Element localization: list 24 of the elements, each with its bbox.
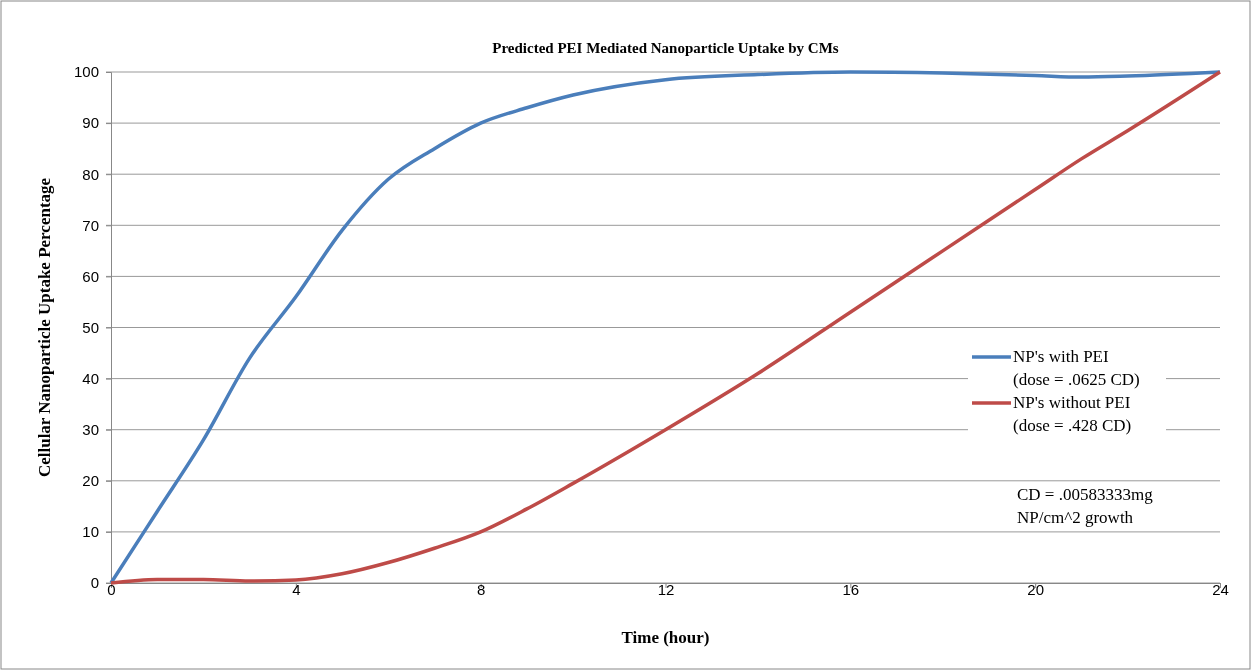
legend-label: NP's with PEI (dose = .0625 CD): [1013, 347, 1140, 389]
y-tick-label: 80: [82, 165, 99, 183]
x-axis-title: Time (hour): [621, 628, 710, 647]
y-tick-label: 40: [82, 369, 99, 387]
y-tick-label: 20: [82, 472, 99, 490]
x-tick-label: 0: [107, 581, 116, 598]
y-tick-label: 30: [82, 421, 99, 438]
x-tick-label: 12: [657, 581, 675, 598]
x-tick-label: 16: [842, 581, 860, 598]
x-tick-label: 4: [292, 581, 301, 598]
y-tick-label: 90: [82, 114, 99, 132]
x-tick-label: 20: [1027, 581, 1045, 598]
y-tick-label: 100: [73, 63, 99, 81]
legend-label: NP's without PEI (dose = .428 CD): [1013, 393, 1132, 435]
y-tick-label: 50: [82, 318, 99, 336]
annotation: CD = .00583333mg NP/cm^2 growth: [1017, 485, 1154, 527]
y-tick-label: 70: [82, 216, 99, 234]
y-axis-title: Cellular Nanoparticle Uptake Percentage: [35, 177, 54, 478]
y-tick-label: 60: [82, 267, 99, 285]
y-tick-label: 10: [82, 523, 99, 541]
chart-title: Predicted PEI Mediated Nanoparticle Uptake by CMs: [492, 40, 839, 56]
line-series: [109, 70, 1222, 585]
x-tick-label: 8: [476, 581, 486, 598]
x-tick-label: 24: [1212, 581, 1229, 598]
